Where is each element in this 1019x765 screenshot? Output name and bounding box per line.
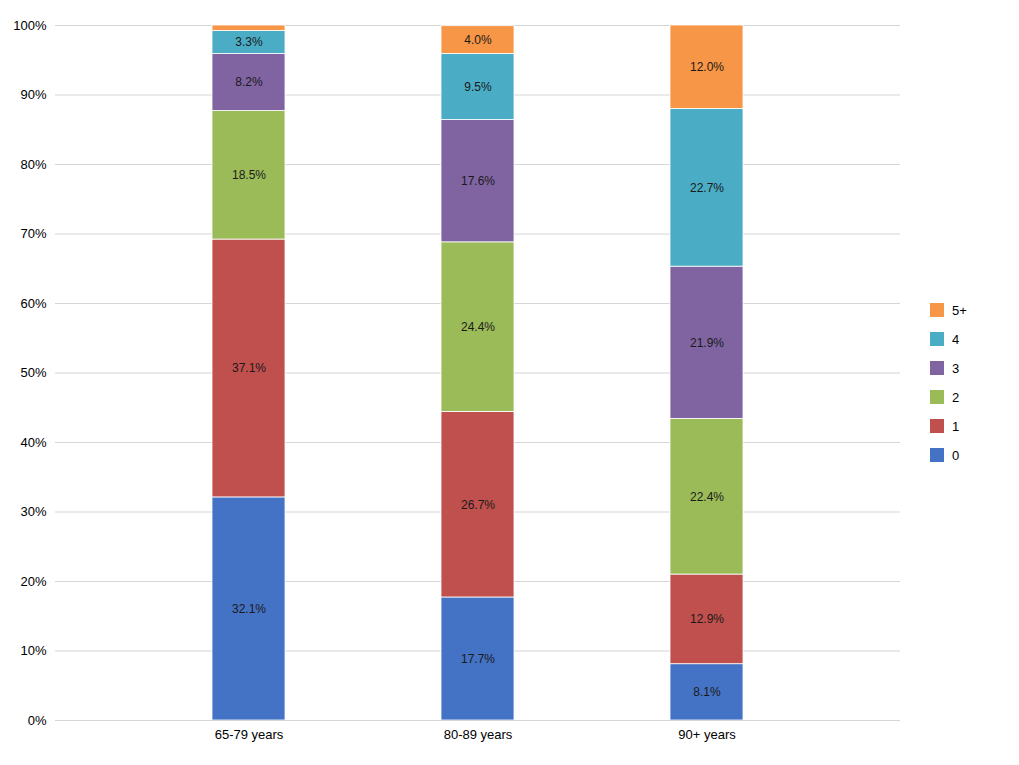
svg-text:4.0%: 4.0% [464, 33, 492, 47]
html-text:5+: 5+ [952, 302, 967, 318]
html-text:4: 4 [952, 331, 960, 347]
html-text:3: 3 [952, 360, 960, 376]
svg-text:80-89 years: 80-89 years [444, 727, 513, 742]
svg-text:17.6%: 17.6% [461, 174, 495, 188]
svg-text:50%: 50% [20, 365, 46, 380]
svg-text:100%: 100% [13, 18, 47, 33]
svg-text:8.1%: 8.1% [693, 685, 721, 699]
svg-text:37.1%: 37.1% [232, 361, 266, 375]
svg-text:0%: 0% [28, 713, 47, 728]
html-text:0: 0 [952, 447, 960, 463]
html-text:1: 1 [952, 418, 960, 434]
svg-text:22.4%: 22.4% [690, 490, 724, 504]
svg-text:17.7%: 17.7% [461, 652, 495, 666]
svg-text:90+ years: 90+ years [678, 727, 736, 742]
svg-text:18.5%: 18.5% [232, 168, 266, 182]
svg-text:20%: 20% [20, 574, 46, 589]
svg-text:65-79 years: 65-79 years [215, 727, 284, 742]
svg-text:12.9%: 12.9% [690, 612, 724, 626]
svg-text:10%: 10% [20, 643, 46, 658]
svg-text:32.1%: 32.1% [232, 602, 266, 616]
svg-text:22.7%: 22.7% [690, 181, 724, 195]
svg-text:40%: 40% [20, 435, 46, 450]
svg-text:80%: 80% [20, 157, 46, 172]
html-text:2: 2 [952, 389, 960, 405]
svg-text:9.5%: 9.5% [464, 80, 492, 94]
svg-text:8.2%: 8.2% [235, 75, 263, 89]
svg-text:21.9%: 21.9% [690, 336, 724, 350]
svg-text:26.7%: 26.7% [461, 498, 495, 512]
svg-text:3.3%: 3.3% [235, 35, 263, 49]
svg-text:90%: 90% [20, 87, 46, 102]
svg-text:30%: 30% [20, 504, 46, 519]
svg-text:60%: 60% [20, 296, 46, 311]
svg-text:70%: 70% [20, 226, 46, 241]
svg-text:24.4%: 24.4% [461, 320, 495, 334]
svg-text:12.0%: 12.0% [690, 60, 724, 74]
